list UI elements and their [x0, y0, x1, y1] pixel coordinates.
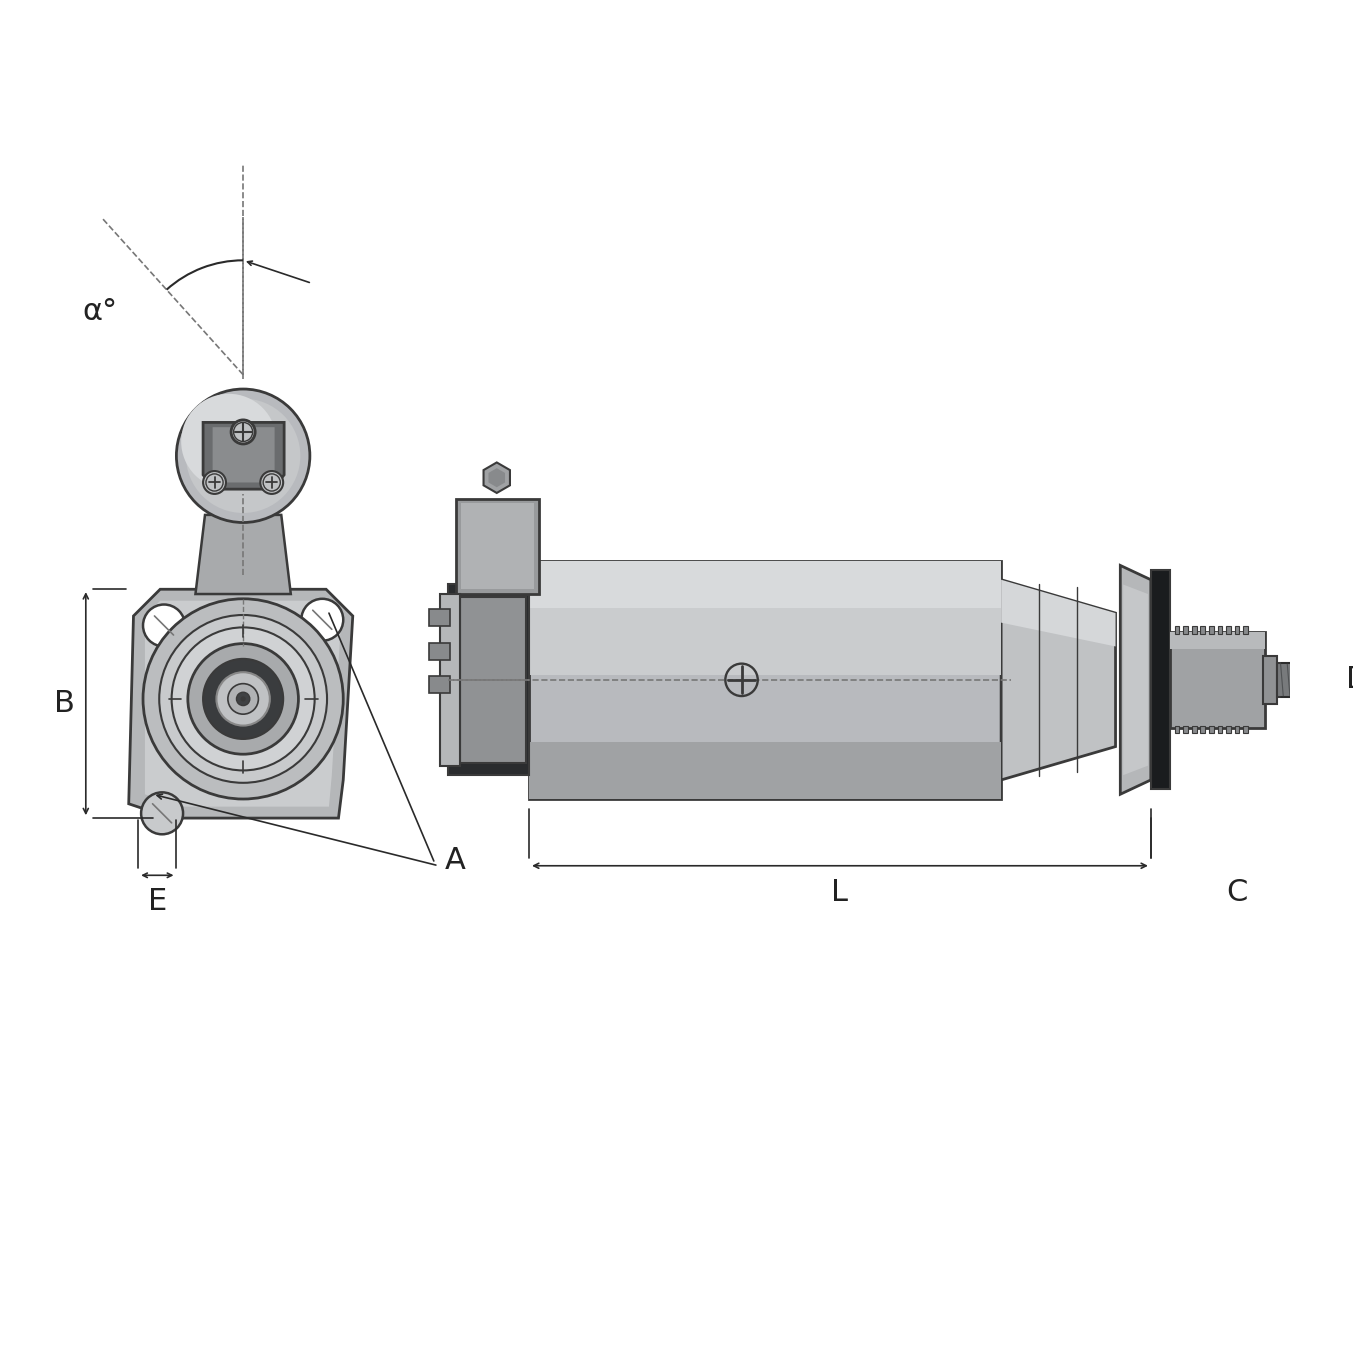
Polygon shape — [1210, 725, 1214, 733]
Polygon shape — [1001, 579, 1115, 779]
Polygon shape — [1151, 570, 1170, 790]
Polygon shape — [529, 560, 1001, 609]
Polygon shape — [429, 676, 451, 693]
Polygon shape — [1226, 725, 1231, 733]
Circle shape — [143, 605, 185, 647]
Polygon shape — [429, 609, 451, 626]
Polygon shape — [129, 590, 353, 819]
Polygon shape — [1218, 725, 1222, 733]
Circle shape — [203, 659, 283, 739]
Circle shape — [141, 793, 183, 835]
Polygon shape — [460, 597, 526, 763]
Polygon shape — [1235, 626, 1239, 635]
Polygon shape — [483, 463, 510, 492]
Text: D: D — [1346, 666, 1353, 694]
Circle shape — [181, 394, 276, 490]
Polygon shape — [429, 643, 451, 660]
Polygon shape — [1235, 725, 1239, 733]
Circle shape — [227, 683, 258, 714]
Circle shape — [188, 644, 299, 754]
Circle shape — [176, 390, 310, 522]
Polygon shape — [529, 560, 1001, 800]
Circle shape — [185, 399, 300, 513]
Polygon shape — [195, 515, 291, 594]
Polygon shape — [1123, 584, 1147, 775]
Polygon shape — [1210, 626, 1214, 635]
Polygon shape — [1170, 632, 1265, 649]
Polygon shape — [1192, 725, 1196, 733]
Text: B: B — [54, 689, 76, 718]
Circle shape — [302, 599, 344, 641]
Polygon shape — [181, 628, 306, 770]
Polygon shape — [1200, 725, 1206, 733]
Polygon shape — [1184, 725, 1188, 733]
Polygon shape — [1200, 626, 1206, 635]
Polygon shape — [1277, 663, 1303, 697]
Polygon shape — [1170, 632, 1265, 728]
Circle shape — [241, 697, 245, 701]
Circle shape — [160, 616, 327, 783]
Polygon shape — [448, 584, 529, 775]
Polygon shape — [1243, 626, 1247, 635]
Circle shape — [216, 672, 269, 725]
Circle shape — [260, 471, 283, 494]
Polygon shape — [212, 428, 275, 483]
Polygon shape — [1264, 656, 1277, 704]
Polygon shape — [1184, 626, 1188, 635]
Circle shape — [143, 599, 344, 800]
Polygon shape — [1218, 626, 1222, 635]
Polygon shape — [1174, 626, 1180, 635]
Polygon shape — [203, 422, 284, 490]
Text: L: L — [832, 878, 848, 907]
Polygon shape — [1192, 626, 1196, 635]
Text: C: C — [1226, 878, 1247, 907]
Polygon shape — [1226, 626, 1231, 635]
Polygon shape — [1174, 725, 1180, 733]
Polygon shape — [1001, 579, 1115, 647]
Circle shape — [237, 693, 250, 705]
Polygon shape — [529, 609, 1001, 675]
Polygon shape — [145, 601, 341, 806]
Polygon shape — [1243, 725, 1247, 733]
Polygon shape — [1120, 566, 1151, 794]
Polygon shape — [460, 503, 534, 590]
Polygon shape — [441, 594, 460, 766]
Text: E: E — [147, 888, 166, 916]
Circle shape — [203, 471, 226, 494]
Circle shape — [231, 419, 256, 444]
Text: α°: α° — [83, 298, 118, 326]
Polygon shape — [456, 499, 538, 594]
Circle shape — [172, 628, 315, 770]
Text: A: A — [444, 847, 465, 875]
Polygon shape — [529, 741, 1001, 800]
Polygon shape — [488, 468, 505, 487]
